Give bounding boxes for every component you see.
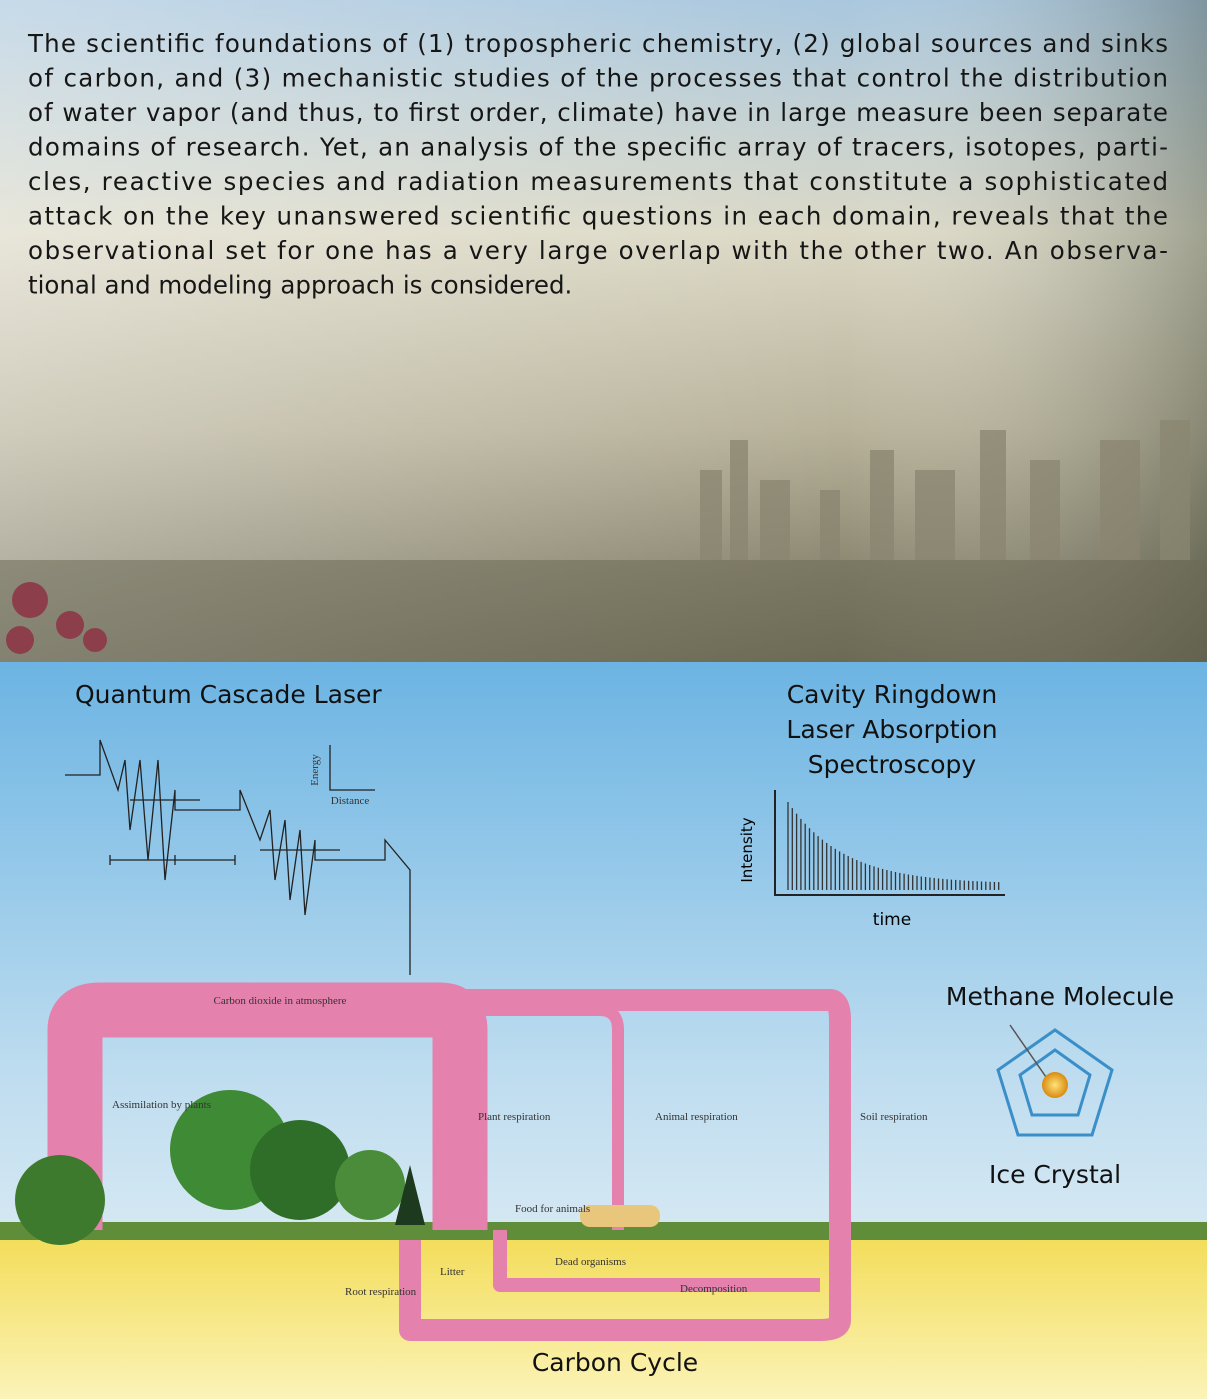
abstract-line: cles, reactive species and radiation mea… bbox=[28, 167, 1168, 196]
qcl-diagram bbox=[65, 739, 411, 975]
grass bbox=[0, 1222, 1207, 1240]
crds-axis-y: Intensity bbox=[738, 817, 756, 882]
crds-axis-x: time bbox=[873, 910, 911, 930]
abstract-line: The scientific foundations of (1) tropos… bbox=[27, 29, 1168, 58]
crds-title: Laser Absorption bbox=[786, 715, 997, 744]
crds-plot bbox=[774, 790, 1005, 896]
cycle-label: Decomposition bbox=[680, 1283, 748, 1295]
abstract-line: attack on the key unanswered scientific … bbox=[28, 202, 1168, 231]
crds-title: Spectroscopy bbox=[808, 750, 977, 779]
abstract-line: tional and modeling approach is consider… bbox=[28, 271, 572, 300]
abstract-line: domains of research. Yet, an analysis of… bbox=[28, 133, 1168, 162]
abstract-line: observational set for one has a very lar… bbox=[28, 236, 1168, 265]
cycle-label: Litter bbox=[440, 1266, 465, 1278]
labels: Quantum Cascade Laser Energy Distance Ca… bbox=[75, 680, 1174, 1377]
crds-axes bbox=[774, 790, 1005, 896]
crds-title: Cavity Ringdown bbox=[787, 680, 998, 709]
abstract: The scientific foundations of (1) tropos… bbox=[27, 29, 1168, 300]
abstract-line: of water vapor (and thus, to first order… bbox=[28, 98, 1168, 127]
city-ground bbox=[0, 560, 1207, 662]
cycle-label: Assimilation by plants bbox=[112, 1099, 211, 1111]
ground bbox=[0, 1238, 1207, 1399]
cycle-label: Soil respiration bbox=[860, 1111, 928, 1123]
cycle-label: Carbon dioxide in atmosphere bbox=[214, 995, 347, 1007]
city-buildings bbox=[700, 420, 1190, 560]
carbon-cycle-title: Carbon Cycle bbox=[532, 1348, 698, 1377]
methane-atom bbox=[1042, 1072, 1068, 1098]
cycle-label: Food for animals bbox=[515, 1203, 590, 1215]
carbon-cycle-loops bbox=[47, 982, 851, 1341]
abstract-line: of carbon, and (3) mechanistic studies o… bbox=[28, 64, 1168, 93]
methane-caption: Ice Crystal bbox=[989, 1160, 1121, 1189]
cycle-label: Root respiration bbox=[345, 1286, 417, 1298]
cycle-label: Animal respiration bbox=[655, 1111, 738, 1123]
foliage bbox=[6, 582, 107, 654]
qcl-axis-x: Distance bbox=[331, 795, 370, 807]
cycle-label: Plant respiration bbox=[478, 1111, 551, 1123]
cycle-label: Dead organisms bbox=[555, 1256, 626, 1268]
qcl-title: Quantum Cascade Laser bbox=[75, 680, 382, 709]
methane-title: Methane Molecule bbox=[946, 982, 1174, 1011]
qcl-axis-y: Energy bbox=[309, 754, 321, 786]
trees bbox=[15, 1090, 660, 1245]
